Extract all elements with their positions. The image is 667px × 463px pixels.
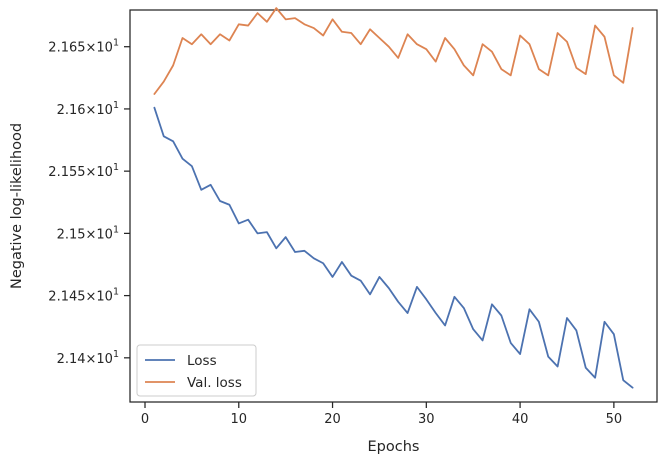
series-line-loss — [153, 106, 634, 389]
legend: Loss Val. loss — [136, 344, 257, 397]
y-tick-label: 2.155×101 — [48, 162, 119, 180]
y-axis-label: Negative log-likelihood — [9, 123, 25, 289]
legend-label-loss: Loss — [187, 353, 217, 369]
x-tick-label: 50 — [606, 412, 623, 427]
x-tick-label: 40 — [512, 412, 529, 427]
plot-area — [129, 9, 658, 403]
y-tick-label: 2.16×101 — [57, 100, 119, 118]
x-tick-label: 0 — [141, 412, 149, 427]
y-tick-label: 2.14×101 — [57, 349, 119, 367]
x-tick-label: 10 — [231, 412, 248, 427]
x-tick-label: 20 — [324, 412, 341, 427]
series-line-val-loss — [153, 7, 634, 95]
legend-label-val-loss: Val. loss — [187, 375, 242, 391]
legend-box — [136, 344, 257, 397]
x-axis-label: Epochs — [368, 439, 420, 455]
y-tick-label: 2.145×101 — [48, 287, 119, 305]
y-tick-label: 2.15×101 — [57, 224, 119, 242]
y-tick-label: 2.165×101 — [48, 38, 119, 56]
x-axis: 0 10 20 30 40 50 — [141, 402, 622, 427]
y-axis: 2.14×101 2.145×101 2.15×101 2.155×101 2.16×1… — [48, 38, 130, 367]
x-tick-label: 30 — [418, 412, 435, 427]
series-lines — [153, 7, 634, 389]
